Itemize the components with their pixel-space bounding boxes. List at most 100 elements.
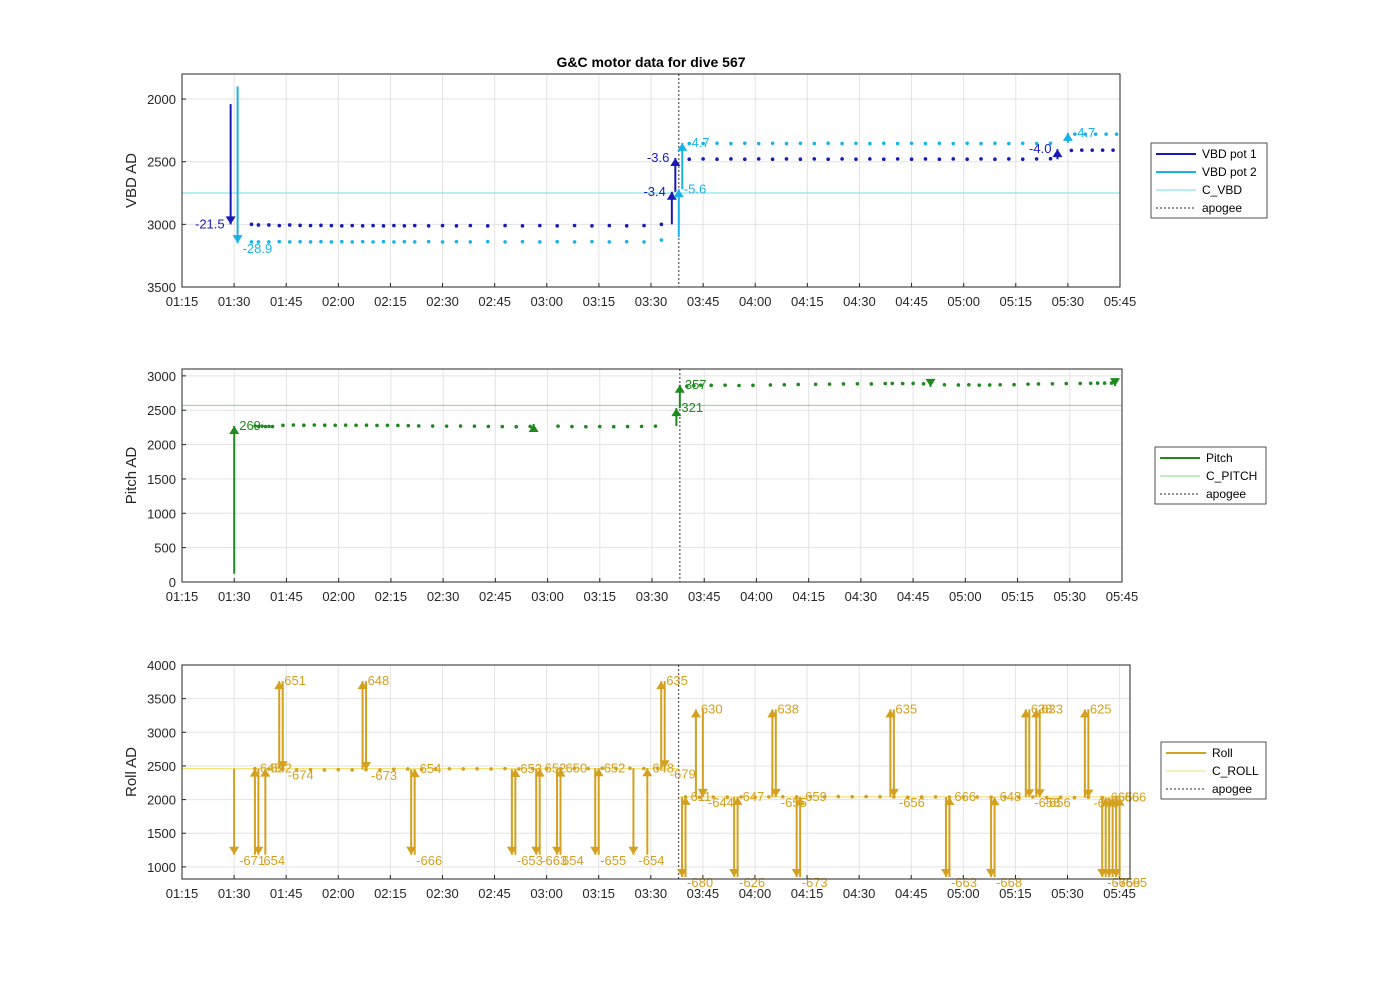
data-point bbox=[1044, 795, 1049, 800]
y-tick-label: 2500 bbox=[147, 403, 176, 418]
data-point bbox=[1007, 157, 1011, 161]
chart-title: G&C motor data for dive 567 bbox=[556, 54, 745, 70]
data-point bbox=[614, 766, 618, 771]
data-point bbox=[472, 424, 477, 428]
data-point bbox=[1064, 381, 1069, 386]
move-arrowhead bbox=[671, 408, 682, 417]
data-label: -3.4 bbox=[643, 184, 665, 199]
data-point bbox=[329, 240, 334, 244]
data-point bbox=[419, 767, 424, 772]
data-point bbox=[1093, 132, 1098, 136]
data-point bbox=[937, 157, 942, 161]
data-point bbox=[826, 141, 830, 146]
x-tick-label: 04:45 bbox=[895, 294, 928, 309]
data-label: 648 bbox=[368, 673, 390, 688]
data-point bbox=[905, 795, 910, 800]
move-arrowhead bbox=[593, 768, 604, 777]
data-point bbox=[440, 223, 445, 228]
x-tick-label: 02:30 bbox=[426, 886, 459, 901]
data-label: 654 bbox=[562, 853, 584, 868]
data-label: 635 bbox=[895, 701, 917, 716]
data-point bbox=[520, 224, 525, 228]
data-label: -656 bbox=[1045, 795, 1071, 810]
x-tick-label: 02:15 bbox=[375, 589, 408, 604]
data-label: -663 bbox=[951, 875, 977, 890]
data-point bbox=[979, 157, 983, 161]
data-point bbox=[780, 794, 785, 799]
data-point bbox=[998, 383, 1002, 387]
move-arrowhead bbox=[409, 768, 420, 777]
data-point bbox=[360, 224, 365, 228]
data-point bbox=[642, 240, 646, 244]
data-point bbox=[967, 383, 971, 387]
data-point bbox=[987, 383, 992, 387]
subplot-3: 01:15 01:30 01:45 02:00 02:15 02:30 02:45 03:00… bbox=[123, 658, 1267, 901]
data-label: -3.6 bbox=[647, 150, 669, 165]
data-point bbox=[869, 382, 874, 386]
move-arrowhead bbox=[534, 768, 545, 777]
data-point bbox=[277, 223, 282, 228]
data-point bbox=[572, 766, 577, 771]
data-point bbox=[503, 223, 507, 228]
legend-box bbox=[1150, 142, 1268, 219]
data-point bbox=[308, 240, 313, 244]
x-tick-label: 03:00 bbox=[531, 589, 564, 604]
data-point bbox=[770, 157, 775, 161]
data-point bbox=[624, 224, 629, 228]
data-point bbox=[937, 141, 942, 146]
data-point bbox=[405, 767, 410, 771]
data-label: 638 bbox=[777, 701, 799, 716]
data-point bbox=[723, 383, 727, 387]
data-point bbox=[1073, 132, 1077, 136]
data-point bbox=[249, 222, 254, 227]
data-point bbox=[517, 767, 521, 771]
data-point bbox=[572, 223, 577, 228]
data-point bbox=[340, 239, 344, 244]
data-point bbox=[375, 423, 379, 428]
data-point bbox=[298, 223, 302, 228]
data-point bbox=[1050, 381, 1055, 386]
data-point bbox=[911, 381, 915, 386]
data-point bbox=[965, 141, 969, 146]
x-tick-label: 05:00 bbox=[947, 294, 980, 309]
data-point bbox=[500, 424, 505, 429]
data-point bbox=[836, 794, 841, 799]
data-label: -644 bbox=[708, 795, 734, 810]
data-point bbox=[485, 224, 490, 228]
x-tick-label: 01:45 bbox=[270, 589, 303, 604]
data-point bbox=[942, 383, 947, 387]
data-point bbox=[475, 766, 479, 771]
move-arrowhead bbox=[989, 797, 1000, 806]
x-tick-label: 03:00 bbox=[531, 294, 564, 309]
move-arrowhead bbox=[674, 384, 685, 393]
data-point bbox=[890, 381, 895, 386]
data-point bbox=[850, 794, 854, 799]
y-tick-label: 3500 bbox=[147, 692, 176, 707]
data-label: -666 bbox=[416, 853, 442, 868]
x-tick-label: 04:00 bbox=[739, 886, 772, 901]
data-point bbox=[784, 157, 789, 161]
data-label: -673 bbox=[802, 875, 828, 890]
data-point bbox=[343, 423, 348, 427]
data-point bbox=[364, 423, 369, 428]
data-label: 633 bbox=[1041, 701, 1063, 716]
move-arrowhead bbox=[680, 796, 691, 805]
data-point bbox=[895, 141, 900, 146]
data-point bbox=[333, 423, 337, 428]
data-point bbox=[697, 795, 702, 800]
data-point bbox=[659, 222, 664, 227]
data-point bbox=[538, 240, 542, 244]
data-point bbox=[287, 240, 292, 244]
move-arrowhead bbox=[232, 235, 243, 244]
move-arrowhead bbox=[1083, 789, 1094, 798]
data-point bbox=[514, 424, 519, 429]
data-point bbox=[881, 157, 886, 161]
legend-entry: C_PITCH bbox=[1206, 469, 1257, 483]
data-point bbox=[350, 223, 355, 228]
data-point bbox=[485, 239, 490, 244]
data-point bbox=[291, 423, 296, 427]
x-tick-label: 02:00 bbox=[322, 294, 355, 309]
